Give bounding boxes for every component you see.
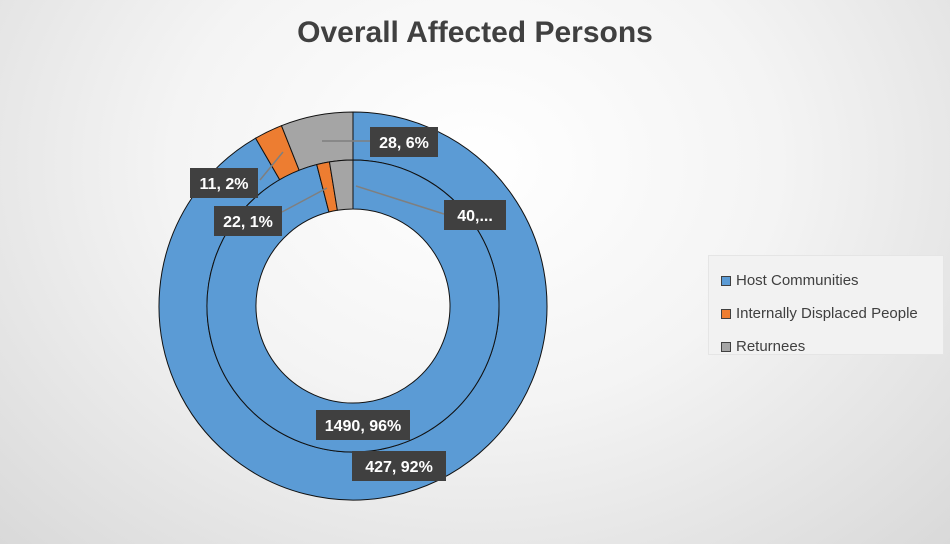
legend-label: Internally Displaced People [736, 305, 918, 322]
data-label-background [214, 206, 282, 236]
data-label-text: 11, 2% [200, 176, 249, 193]
data-label-background [370, 127, 438, 157]
data-label-text: 427, 92% [365, 459, 433, 476]
leader-line [259, 151, 284, 181]
legend-item-returnees: Returnees [709, 330, 943, 363]
leader-line [281, 187, 328, 213]
data-label-background [352, 451, 446, 481]
chart-title: Overall Affected Persons [297, 16, 653, 49]
data-label-text: 28, 6% [379, 135, 429, 152]
data-label-background [316, 410, 410, 440]
legend-swatch [721, 308, 731, 319]
slice-series1-returnees [328, 159, 354, 211]
data-label-series1-internally-displaced-people: 22, 1% [214, 206, 282, 236]
legend-label: Host Communities [736, 272, 859, 289]
data-label-series0-internally-displaced-people: 11, 2% [190, 168, 258, 198]
legend-swatch [721, 341, 731, 352]
data-label-text: 22, 1% [223, 214, 273, 231]
data-label-background [190, 168, 258, 198]
data-label-series1-host-communities: 1490, 96% [316, 410, 410, 440]
chart-legend: Host Communities Internally Displaced Pe… [708, 255, 944, 355]
data-label-series0-host-communities: 427, 92% [352, 451, 446, 481]
data-label-text: 1490, 96% [325, 418, 402, 435]
data-label-series1-returnees: 40,... [444, 200, 506, 230]
data-label-text: 40,... [457, 208, 493, 225]
legend-item-host-communities: Host Communities [709, 264, 943, 297]
data-label-series0-returnees: 28, 6% [370, 127, 438, 157]
leader-line [355, 185, 445, 215]
legend-item-internally-displaced-people: Internally Displaced People [709, 297, 943, 330]
legend-label: Returnees [736, 338, 806, 355]
data-label-background [444, 200, 506, 230]
legend-swatch [721, 275, 731, 286]
